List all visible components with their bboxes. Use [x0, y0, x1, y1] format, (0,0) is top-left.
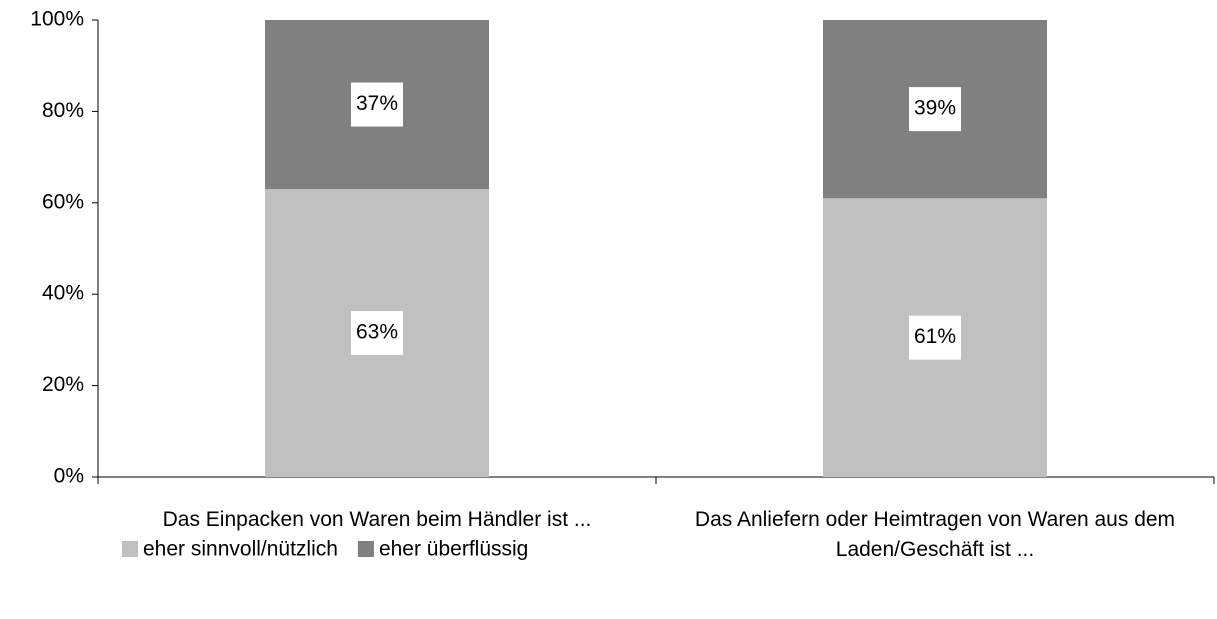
- value-label-box: [350, 82, 404, 127]
- value-label: 63%: [356, 321, 398, 344]
- x-tick-label: Das Anliefern oder Heimtragen von Waren …: [694, 508, 1176, 561]
- y-tick-label: 40%: [42, 282, 84, 305]
- legend-label: eher überflüssig: [379, 538, 528, 561]
- legend-label: eher sinnvoll/nützlich: [143, 538, 338, 561]
- value-label: 37%: [356, 92, 398, 115]
- value-label-box: [908, 87, 962, 132]
- value-label-box: [908, 315, 962, 360]
- value-label-box: [350, 311, 404, 356]
- legend-swatch: [122, 541, 138, 557]
- y-tick-label: 0%: [54, 465, 84, 488]
- y-tick-label: 80%: [42, 99, 84, 122]
- y-tick-label: 20%: [42, 373, 84, 396]
- y-tick-label: 100%: [30, 8, 84, 31]
- value-label: 61%: [914, 325, 956, 348]
- x-tick-label: Das Einpacken von Waren beim Händler ist…: [162, 508, 592, 531]
- y-tick-label: 60%: [42, 190, 84, 213]
- value-label: 39%: [914, 97, 956, 120]
- legend-swatch: [357, 541, 374, 557]
